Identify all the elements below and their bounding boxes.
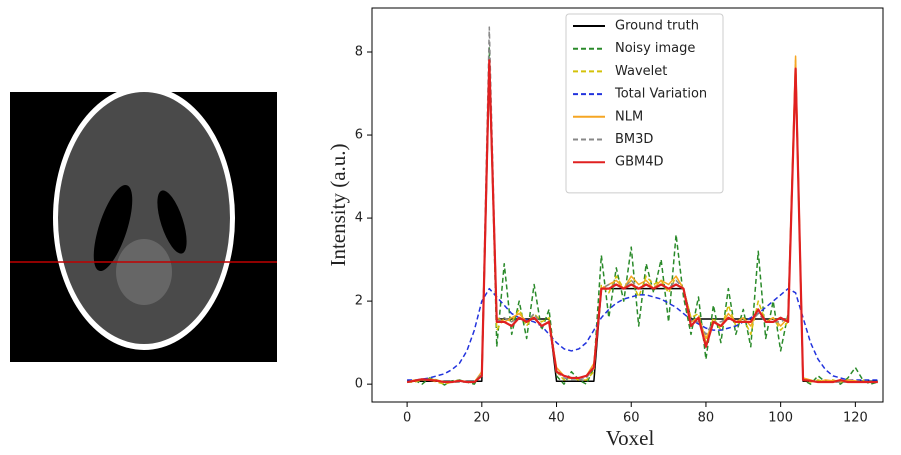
y-tick-label: 8: [355, 45, 363, 60]
x-tick-label: 20: [474, 411, 491, 426]
phantom-image: [10, 86, 277, 362]
legend-label: Wavelet: [615, 64, 667, 79]
x-tick-label: 120: [843, 411, 868, 426]
legend: Ground truth Noisy image Wavelet Total Vari…: [565, 13, 724, 194]
x-tick-label: 100: [768, 411, 793, 426]
center-region: [116, 239, 172, 305]
axes-frame: [371, 7, 884, 403]
y-tick-label: 0: [355, 377, 363, 392]
plot-area: 0 20 40 60 80 100 120 0 2 4 6 8 Ground truth Noisy im…: [355, 7, 884, 426]
x-tick-label: 60: [623, 411, 640, 426]
y-tick-label: 2: [355, 294, 363, 309]
y-axis-label: Intensity (a.u.): [326, 143, 350, 266]
left-ventricle: [93, 184, 133, 272]
legend-label: Noisy image: [615, 41, 695, 56]
series-line: [407, 287, 878, 381]
series-line: [406, 59, 878, 384]
legend-label: Ground truth: [615, 19, 699, 34]
x-tick-label: 40: [548, 411, 565, 426]
brain: [58, 92, 230, 344]
legend-label: BM3D: [615, 132, 653, 147]
legend-box: [565, 13, 724, 194]
right-ventricle: [157, 190, 187, 254]
legend-label: Total Variation: [614, 87, 707, 102]
x-axis-label: Voxel: [606, 426, 655, 450]
x-tick-label: 80: [698, 411, 715, 426]
y-tick-label: 6: [355, 128, 363, 143]
legend-label: GBM4D: [615, 155, 664, 170]
x-tick-label: 0: [403, 411, 411, 426]
legend-label: NLM: [615, 109, 643, 124]
y-tick-label: 4: [355, 211, 363, 226]
